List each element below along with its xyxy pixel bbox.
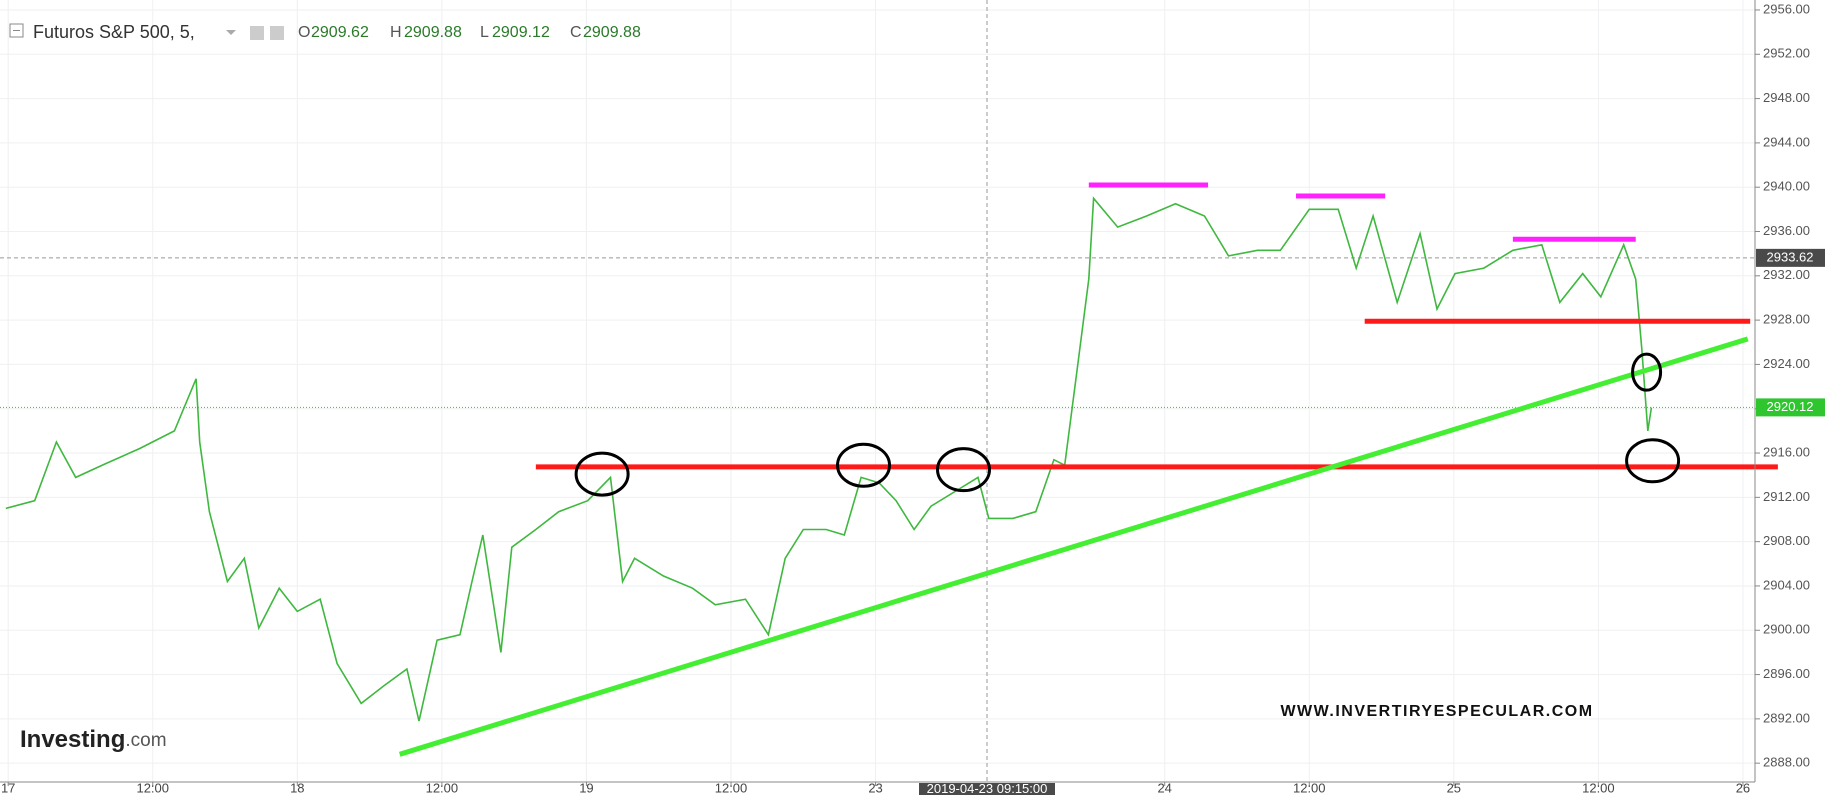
y-tick-label: 2916.00 [1763, 444, 1810, 459]
y-tick-label: 2948.00 [1763, 90, 1810, 105]
ohlc-label: C [570, 24, 582, 41]
ohlc-label: H [390, 24, 402, 41]
y-tick-label: 2940.00 [1763, 179, 1810, 194]
ohlc-label: O [298, 24, 310, 41]
last-price-box [1756, 398, 1825, 417]
marks [0, 0, 1755, 782]
collapse-icon[interactable] [9, 23, 24, 38]
price-line-series [5, 196, 1653, 722]
ohlc-value: 2909.62 [311, 24, 369, 41]
logo: Investing.com [20, 726, 167, 753]
y-tick-label: 2912.00 [1763, 489, 1810, 504]
y-tick-label: 2932.00 [1763, 267, 1810, 282]
last-price-label: 2920.12 [1767, 399, 1814, 414]
y-tick-label: 2900.00 [1763, 622, 1810, 637]
x-tick-label: 23 [868, 780, 882, 795]
highlight-circle [836, 442, 892, 488]
highlight-circle [936, 447, 992, 493]
highlight-circle [1625, 438, 1681, 484]
hide-icon[interactable] [270, 26, 284, 40]
trend-drawing [398, 336, 1749, 757]
x-tick-label: 12:00 [1582, 780, 1615, 795]
x-tick-label: 12:00 [426, 780, 459, 795]
x-tick-label: 17 [1, 780, 15, 795]
y-tick-label: 2896.00 [1763, 666, 1810, 681]
y-tick-label: 2956.00 [1763, 1, 1810, 16]
x-tick-label: 26 [1736, 780, 1750, 795]
y-tick-label: 2944.00 [1763, 134, 1810, 149]
x-tick-label: 12:00 [136, 780, 169, 795]
x-tick-label: 19 [579, 780, 593, 795]
x-tick-label: 18 [290, 780, 304, 795]
y-tick-label: 2908.00 [1763, 533, 1810, 548]
y-tick-label: 2888.00 [1763, 755, 1810, 770]
x-tick-label: 25 [1447, 780, 1461, 795]
dropdown-arrow[interactable] [226, 30, 236, 35]
price-label-box [1756, 248, 1825, 267]
ohlc-value: 2909.12 [492, 24, 550, 41]
crosshair-label-box [919, 783, 1056, 795]
x-tick-label: 12:00 [1293, 780, 1326, 795]
y-tick-label: 2924.00 [1763, 356, 1810, 371]
drawings [398, 182, 1778, 757]
y-tick-label: 2936.00 [1763, 223, 1810, 238]
y-tick-label: 2928.00 [1763, 312, 1810, 327]
price-label: 2933.62 [1767, 249, 1814, 264]
symbol-title: Futuros S&P 500, 5, [33, 22, 195, 42]
y-tick-label: 2892.00 [1763, 710, 1810, 725]
watermark: WWW.INVERTIRYESPECULAR.COM [1280, 703, 1593, 720]
y-tick-label: 2952.00 [1763, 46, 1810, 61]
header: Futuros S&P 500, 5, O 2909.62 H 2909.88 … [9, 22, 641, 42]
ohlc-label: L [480, 24, 489, 41]
ohlc-value: 2909.88 [404, 24, 462, 41]
y-tick-label: 2904.00 [1763, 577, 1810, 592]
ohlc-value: 2909.88 [583, 24, 641, 41]
highlight-circle [1631, 352, 1663, 392]
logo-suffix: .com [125, 730, 166, 751]
crosshair-label: 2019-04-23 09:15:00 [927, 781, 1048, 795]
x-tick-label: 24 [1157, 780, 1171, 795]
settings-icon[interactable] [250, 26, 264, 40]
logo-name: Investing [20, 726, 125, 753]
x-tick-label: 12:00 [715, 780, 748, 795]
highlight-circle [574, 451, 630, 497]
